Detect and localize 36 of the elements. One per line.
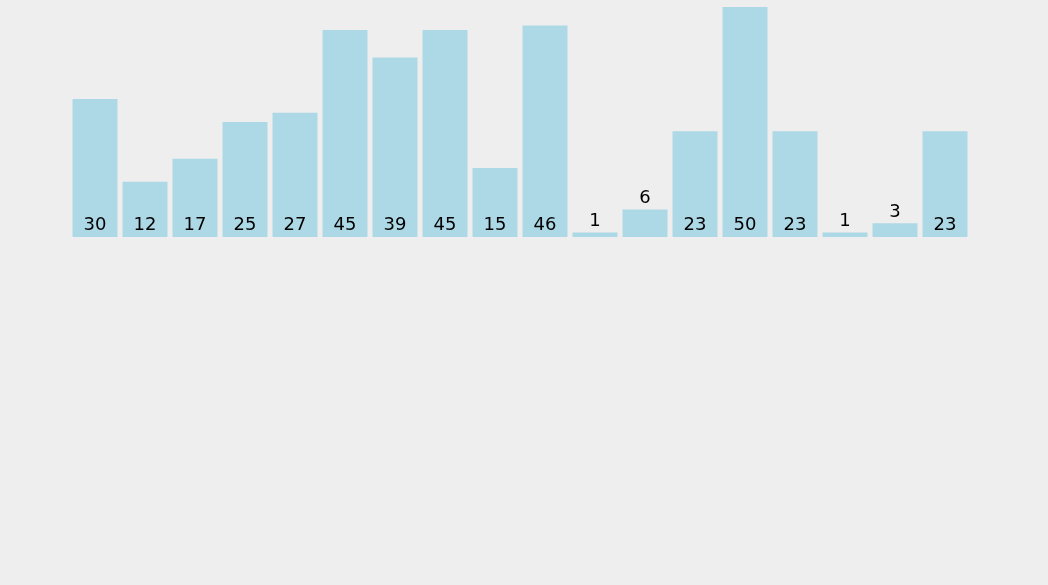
bar xyxy=(772,131,818,237)
data-label: 12 xyxy=(133,213,157,234)
bar xyxy=(472,168,518,237)
bar xyxy=(622,209,668,237)
data-label: 23 xyxy=(933,213,957,234)
data-label: 17 xyxy=(183,213,207,234)
data-label: 1 xyxy=(589,209,601,231)
data-label: 50 xyxy=(733,213,757,234)
data-label: 45 xyxy=(433,213,457,234)
bar xyxy=(572,232,618,237)
bar xyxy=(122,181,168,237)
bar xyxy=(422,30,468,237)
data-label: 30 xyxy=(83,213,107,234)
bar xyxy=(272,112,318,237)
data-label: 6 xyxy=(639,186,651,208)
bar xyxy=(872,223,918,237)
data-label: 46 xyxy=(533,213,557,234)
bar xyxy=(172,158,218,237)
data-label: 23 xyxy=(683,213,707,234)
bar xyxy=(822,232,868,237)
data-label: 1 xyxy=(839,209,851,231)
bar xyxy=(222,122,268,237)
bar xyxy=(72,99,118,237)
data-label: 23 xyxy=(783,213,807,234)
bar xyxy=(322,30,368,237)
data-label: 45 xyxy=(333,213,357,234)
bar xyxy=(922,131,968,237)
bar xyxy=(722,7,768,237)
data-label: 39 xyxy=(383,213,407,234)
data-label: 15 xyxy=(483,213,507,234)
data-label: 3 xyxy=(889,200,901,222)
data-label: 25 xyxy=(233,213,257,234)
bar xyxy=(672,131,718,237)
data-label: 27 xyxy=(283,213,307,234)
bar xyxy=(372,57,418,237)
bar xyxy=(522,25,568,237)
